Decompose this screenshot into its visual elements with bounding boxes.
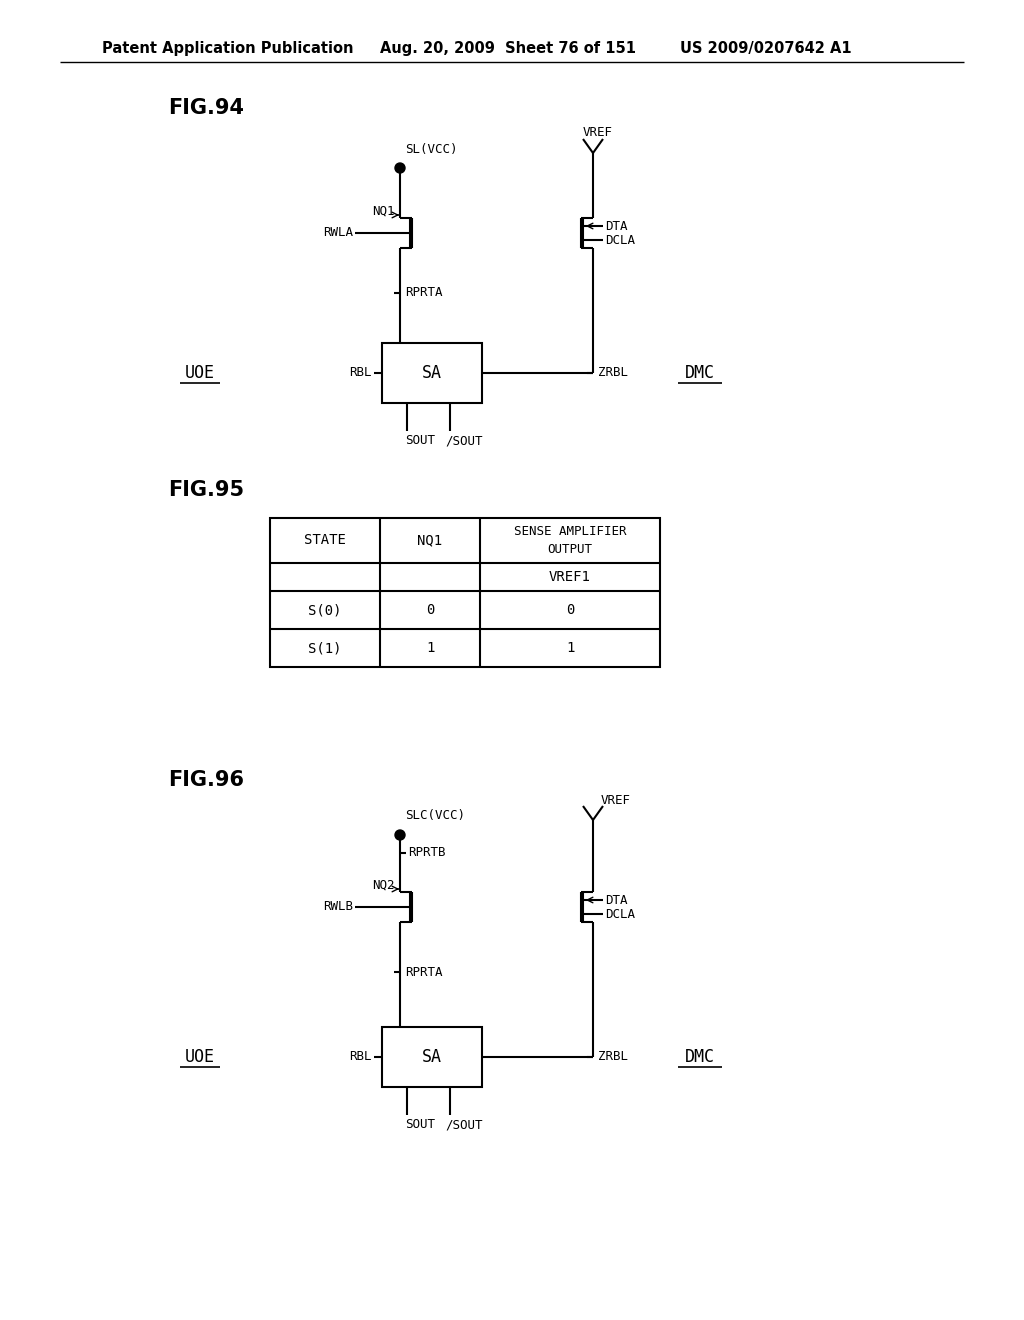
Text: ZRBL: ZRBL: [598, 1051, 628, 1064]
Text: 0: 0: [426, 603, 434, 616]
Text: SL(VCC): SL(VCC): [406, 144, 458, 157]
Circle shape: [395, 162, 406, 173]
Text: SLC(VCC): SLC(VCC): [406, 808, 465, 821]
Text: RPRTB: RPRTB: [408, 846, 445, 859]
Bar: [270, 517, 660, 667]
Text: SA: SA: [422, 1048, 442, 1067]
Text: S(0): S(0): [308, 603, 342, 616]
Text: UOE: UOE: [185, 1048, 215, 1067]
Text: SA: SA: [422, 364, 442, 381]
Text: UOE: UOE: [185, 364, 215, 381]
Text: VREF: VREF: [583, 127, 613, 140]
Text: DMC: DMC: [685, 1048, 715, 1067]
Text: ZRBL: ZRBL: [598, 367, 628, 380]
Text: DCLA: DCLA: [605, 908, 635, 920]
Text: RWLB: RWLB: [323, 900, 353, 913]
Text: DMC: DMC: [685, 364, 715, 381]
Text: RPRTA: RPRTA: [406, 965, 442, 978]
Text: S(1): S(1): [308, 642, 342, 655]
Text: STATE: STATE: [304, 533, 346, 548]
Text: NQ1: NQ1: [418, 533, 442, 548]
Text: 1: 1: [426, 642, 434, 655]
Text: NQ1: NQ1: [373, 205, 395, 218]
Text: VREF1: VREF1: [549, 570, 591, 583]
Text: FIG.94: FIG.94: [168, 98, 244, 117]
Circle shape: [395, 830, 406, 840]
Text: FIG.96: FIG.96: [168, 770, 244, 789]
Text: 1: 1: [566, 642, 574, 655]
Text: DCLA: DCLA: [605, 234, 635, 247]
Text: US 2009/0207642 A1: US 2009/0207642 A1: [680, 41, 852, 55]
Text: /SOUT: /SOUT: [445, 434, 482, 447]
Text: FIG.95: FIG.95: [168, 480, 244, 500]
Text: SOUT: SOUT: [406, 1118, 435, 1131]
Text: RWLA: RWLA: [323, 227, 353, 239]
Text: OUTPUT: OUTPUT: [548, 543, 593, 556]
Text: SOUT: SOUT: [406, 434, 435, 447]
Text: Aug. 20, 2009  Sheet 76 of 151: Aug. 20, 2009 Sheet 76 of 151: [380, 41, 636, 55]
Text: RBL: RBL: [349, 367, 372, 380]
Text: NQ2: NQ2: [373, 879, 395, 891]
Text: RPRTA: RPRTA: [406, 286, 442, 300]
Bar: [382, 1027, 482, 1086]
Bar: [382, 343, 482, 403]
Text: /SOUT: /SOUT: [445, 1118, 482, 1131]
Text: Patent Application Publication: Patent Application Publication: [102, 41, 353, 55]
Text: RBL: RBL: [349, 1051, 372, 1064]
Text: 0: 0: [566, 603, 574, 616]
Text: VREF: VREF: [601, 793, 631, 807]
Text: DTA: DTA: [605, 219, 628, 232]
Text: DTA: DTA: [605, 894, 628, 907]
Text: SENSE AMPLIFIER: SENSE AMPLIFIER: [514, 525, 627, 539]
